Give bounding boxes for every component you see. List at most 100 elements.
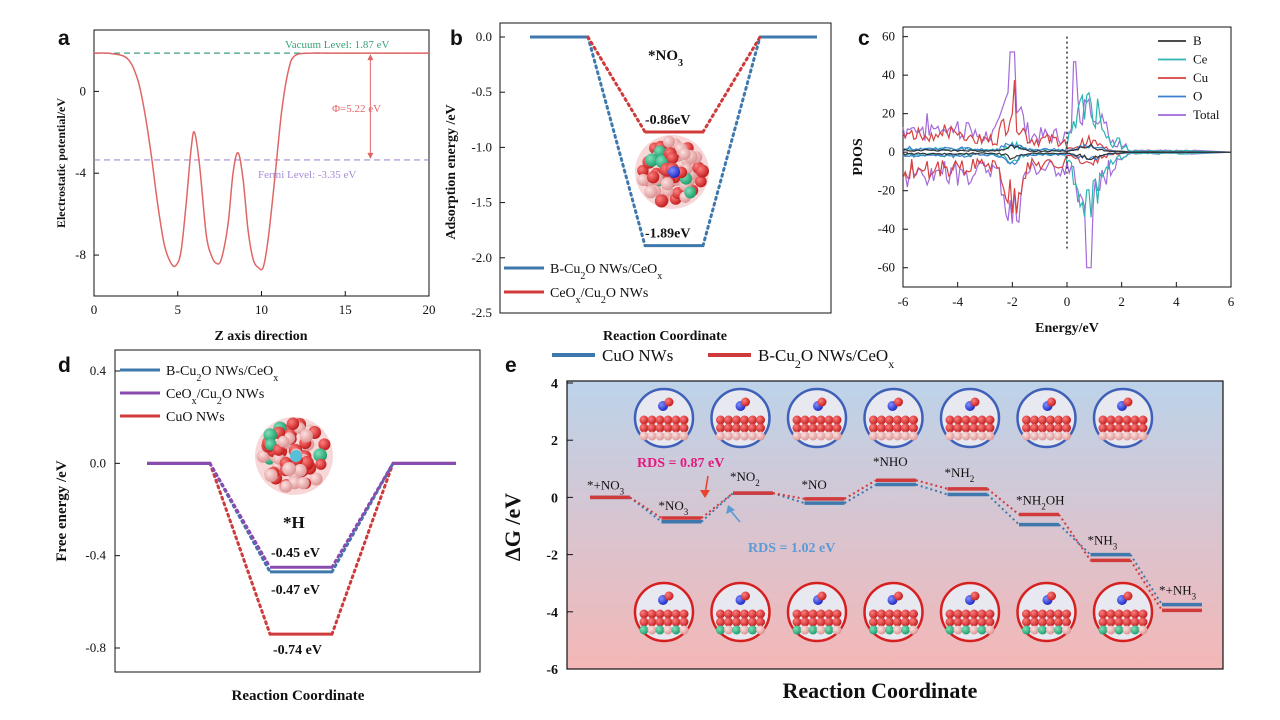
structure-atom — [800, 625, 810, 635]
structure-atom — [977, 609, 987, 619]
structure-atom — [1130, 423, 1140, 433]
structure-atom — [679, 609, 689, 619]
panel-d: d 0.4 0.0 -0.4 -0.8 -0.45 eV -0.47 eV -0.74 e… — [54, 349, 481, 704]
adsorbate-atom — [741, 397, 750, 407]
panel-e-ytick-label: -2 — [546, 549, 558, 564]
adsorbate-atom — [817, 591, 827, 601]
structure-atom — [832, 423, 842, 433]
structure-atom — [885, 431, 894, 441]
legend-text-part: /Cu — [197, 387, 217, 402]
molecule-atom — [645, 153, 659, 167]
adsorbate-atom — [970, 591, 980, 601]
step-label-text: *NH — [1016, 493, 1041, 508]
structure-atom — [1062, 431, 1071, 441]
panel-c-pdos-curves — [902, 51, 1232, 269]
structure-atom — [1130, 431, 1140, 441]
panel-a-ytick-label: 0 — [80, 83, 87, 98]
panel-b-frame — [499, 22, 832, 314]
structure-atom — [969, 617, 979, 627]
structure-atom — [724, 617, 733, 627]
panel-a: a 0 5 10 15 20 0 -4 -8 Vacuum Level: 1.87 eV Φ=… — [54, 27, 436, 344]
structure-atom — [832, 625, 842, 635]
structure-atom — [1038, 415, 1047, 425]
molecule-atom — [637, 173, 650, 187]
structure-atom — [1106, 431, 1116, 441]
panel-e-ytick-label: 2 — [551, 434, 558, 449]
structure-atom — [1098, 423, 1108, 433]
structure-atom — [816, 431, 826, 441]
structure-atom — [961, 617, 971, 627]
structure-atom — [901, 617, 910, 627]
adsorbate-atom — [1047, 591, 1056, 601]
legend-text-part: O NWs/CeO — [585, 262, 657, 277]
structure-atom — [824, 431, 834, 441]
panel-e-step-labels: *+NO3*NO3*NO2 *NO*NHO*NH2*NH2OH*NH3*+NH3 — [587, 454, 1197, 601]
step-label-text: *NO — [659, 498, 684, 513]
adsorbate-atom — [970, 397, 980, 407]
structure-atom — [1122, 625, 1132, 635]
panel-a-xtick-label: 10 — [255, 302, 268, 317]
structure-atom — [1030, 625, 1039, 635]
structure-atom — [748, 609, 757, 619]
panel-e-energy-paths — [590, 478, 1202, 613]
panel-b-ytick-label: 0.0 — [476, 29, 492, 44]
structure-atom — [869, 431, 878, 441]
structure-atom — [1138, 431, 1148, 441]
structure-atom — [824, 423, 834, 433]
structure-atom — [748, 617, 757, 627]
step-label: *NHO — [873, 454, 908, 469]
step-label-text: *NO — [730, 469, 755, 484]
legend-label-b: B — [1193, 33, 1202, 48]
structure-atom — [1106, 415, 1116, 425]
structure-atom — [1106, 609, 1116, 619]
structure-atom — [909, 431, 918, 441]
structure-atom — [869, 625, 878, 635]
panel-c-xtick-label: -4 — [952, 294, 963, 309]
panel-b-ytick-label: -2.5 — [471, 305, 492, 320]
structure-atom — [909, 609, 918, 619]
structure-atom — [800, 415, 810, 425]
panel-c-ylabel: PDOS — [851, 138, 866, 176]
structure-atom — [792, 609, 802, 619]
panel-b-ytick-label: -1.0 — [471, 139, 492, 154]
structure-atom — [893, 617, 902, 627]
structure-atom — [639, 609, 649, 619]
b-series-2-descent — [586, 35, 647, 134]
structure-atom — [808, 609, 818, 619]
structure-atom — [816, 423, 826, 433]
structure-atom — [1054, 415, 1063, 425]
panel-d-letter: d — [58, 354, 71, 377]
structure-atom — [655, 609, 665, 619]
legend-text-part: B-Cu — [166, 364, 196, 379]
panel-d-species: *H — [283, 513, 305, 532]
structure-atom — [909, 617, 918, 627]
structure-atom — [748, 423, 757, 433]
d-series-3-value: -0.74 eV — [273, 643, 322, 658]
structure-atom — [945, 609, 955, 619]
structure-atom — [800, 423, 810, 433]
pdos-curve-cu — [902, 79, 1232, 153]
legend-label: CeOx/Cu2O NWs — [550, 286, 648, 306]
legend-text-part: 2 — [795, 357, 801, 371]
panel-c-legend: B Ce Cu O Total — [1158, 33, 1220, 122]
panel-a-ticks: 0 5 10 15 20 0 -4 -8 — [75, 54, 436, 317]
panel-b-energy-paths: -1.89eV -0.86eV — [530, 35, 817, 248]
structure-atom — [792, 423, 802, 433]
structure-atom — [1122, 423, 1132, 433]
structure-atom — [732, 625, 741, 635]
step-label-sub: 3 — [1113, 542, 1118, 552]
structure-atom — [1138, 423, 1148, 433]
structure-atom — [985, 415, 995, 425]
structure-image — [939, 387, 1001, 449]
structure-atom — [732, 415, 741, 425]
structure-atom — [1062, 617, 1071, 627]
structure-image — [939, 581, 1001, 643]
panel-b-molecule-image — [635, 135, 709, 209]
molecule-atom — [684, 186, 697, 199]
structure-atom — [716, 415, 725, 425]
structure-atom — [1138, 625, 1148, 635]
d-series-2-ascent — [330, 461, 395, 569]
structure-atom — [679, 423, 689, 433]
molecule-atom — [318, 438, 331, 451]
